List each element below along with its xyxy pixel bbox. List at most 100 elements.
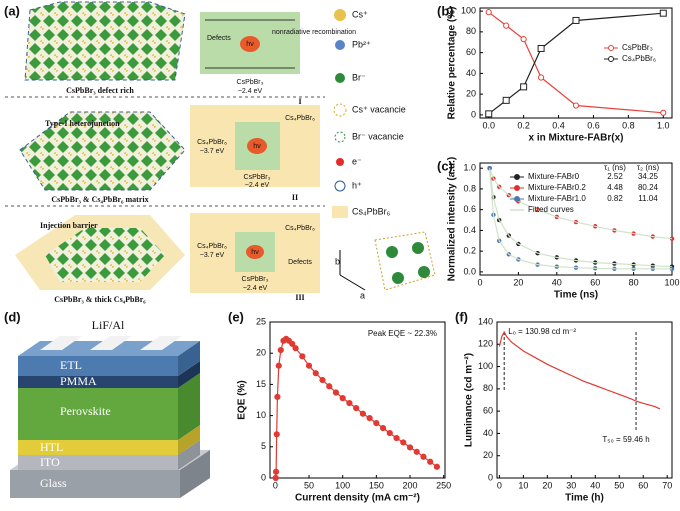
y-tick-label: 20 bbox=[483, 450, 493, 460]
y-tick-label: 0 bbox=[471, 109, 476, 119]
marker bbox=[359, 410, 366, 417]
table-header: τ₁ (ns) bbox=[604, 163, 626, 172]
marker bbox=[406, 444, 414, 451]
legend-swatch bbox=[514, 185, 520, 191]
marker bbox=[312, 370, 319, 377]
structure bbox=[339, 231, 436, 291]
layer-label: HTL bbox=[40, 440, 63, 454]
legend-label: Cs⁺ vacancie bbox=[352, 104, 406, 114]
marker bbox=[305, 362, 313, 369]
y-tick-label: 0 bbox=[488, 472, 493, 482]
axis-label: a bbox=[360, 290, 365, 300]
marker bbox=[487, 165, 492, 171]
layer-label: ITO bbox=[40, 455, 60, 469]
y-tick-label: 0 bbox=[261, 472, 266, 482]
marker bbox=[273, 431, 280, 438]
plot-frame bbox=[479, 7, 673, 119]
table-cell: 4.48 bbox=[607, 183, 623, 192]
caption: CsPbBr₃ defect rich bbox=[66, 86, 134, 95]
marker bbox=[277, 346, 284, 354]
gap-label: ~2.4 eV bbox=[245, 182, 270, 189]
marker bbox=[346, 400, 353, 407]
x-tick-label: 0.6 bbox=[587, 120, 600, 130]
icon bbox=[335, 73, 345, 83]
legend-label: CsPbBr₃ bbox=[622, 43, 653, 52]
panel-label: (a) bbox=[4, 3, 20, 18]
marker bbox=[292, 345, 299, 352]
marker bbox=[319, 376, 326, 384]
panel-label: (e) bbox=[228, 309, 244, 324]
photon: hν bbox=[251, 249, 259, 256]
numeral: II bbox=[292, 193, 298, 202]
x-tick-label: 150 bbox=[369, 480, 384, 490]
marker bbox=[373, 419, 380, 427]
marker bbox=[272, 468, 280, 475]
y-tick-label: 80 bbox=[466, 26, 476, 36]
legend-label: Mixture-FABr0 bbox=[528, 172, 580, 181]
marker bbox=[400, 439, 407, 446]
emission bbox=[240, 36, 260, 52]
shell-gap: ~3.7 eV bbox=[200, 148, 225, 155]
x-tick-label: 100 bbox=[664, 277, 679, 287]
x-tick-label: 60 bbox=[590, 277, 600, 287]
series-line bbox=[488, 11, 664, 114]
y-tick-label: 40 bbox=[466, 68, 476, 78]
crystal-II bbox=[19, 111, 186, 191]
table-cell: 11.04 bbox=[638, 194, 658, 203]
legend-swatch bbox=[608, 56, 614, 62]
y-tick-label: 60 bbox=[466, 47, 476, 57]
x-tick-label: 40 bbox=[590, 480, 600, 490]
gap-label: ~2.4 eV bbox=[243, 285, 268, 292]
x-tick-label: 20 bbox=[542, 480, 552, 490]
x-tick-label: 0 bbox=[497, 480, 502, 490]
legend-label: Br⁻ bbox=[352, 72, 366, 82]
band-label: CsPbBr₃ bbox=[242, 276, 269, 283]
y-tick-label: 140 bbox=[478, 316, 493, 326]
defects: Defects bbox=[207, 35, 231, 42]
table-cell: 80.24 bbox=[638, 183, 659, 192]
x-axis-label: Time (ns) bbox=[554, 290, 598, 301]
fit-curve bbox=[489, 168, 673, 268]
layer-label: PMMA bbox=[60, 374, 97, 388]
defects: Defects bbox=[288, 259, 312, 266]
icon bbox=[334, 131, 346, 143]
x-tick-label: 1.0 bbox=[657, 120, 670, 130]
recombination: nonradiative recombination bbox=[272, 29, 356, 36]
x-tick-label: 0.2 bbox=[517, 120, 530, 130]
y-tick-label: 1.0 bbox=[463, 163, 476, 173]
marker bbox=[420, 453, 427, 460]
x-tick-label: 60 bbox=[638, 480, 648, 490]
marker bbox=[537, 74, 545, 81]
shell-label: Cs₄PbBr₆ bbox=[285, 115, 315, 122]
x-axis-label: x in Mixture-FABr(x) bbox=[528, 133, 623, 144]
emission bbox=[246, 245, 264, 259]
icon bbox=[333, 103, 347, 117]
marker bbox=[326, 383, 333, 390]
x-tick-label: 10 bbox=[518, 480, 528, 490]
y-axis-label: Luminance (cd m⁻²) bbox=[464, 353, 475, 447]
marker bbox=[275, 362, 282, 369]
crystal-I bbox=[24, 1, 186, 81]
x-tick-label: 70 bbox=[662, 480, 672, 490]
marker bbox=[659, 9, 667, 17]
y-tick-label: 25 bbox=[256, 316, 266, 326]
y-tick-label: 80 bbox=[483, 383, 493, 393]
layer-label: LiF/Al bbox=[92, 318, 125, 332]
legend-label: Cs₄PbBr₆ bbox=[622, 54, 656, 63]
y-tick-label: 0.6 bbox=[463, 204, 476, 214]
y-tick-label: 0.4 bbox=[463, 225, 476, 235]
x-tick-label: 0.4 bbox=[552, 120, 565, 130]
legend-label: h⁺ bbox=[352, 180, 362, 190]
barrier: Injection barrier bbox=[40, 221, 98, 230]
y-tick-label: 100 bbox=[461, 5, 476, 15]
plot-frame bbox=[269, 321, 446, 479]
marker bbox=[332, 389, 340, 396]
marker bbox=[520, 83, 528, 91]
y-tick-label: 120 bbox=[478, 339, 493, 349]
marker bbox=[503, 22, 510, 29]
legend-label: Br⁻ vacancie bbox=[352, 131, 404, 141]
x-tick-label: 50 bbox=[304, 480, 314, 490]
caption: CsPbBr₃ & Cs₄PbBr₆ matrix bbox=[51, 195, 148, 204]
marker bbox=[413, 448, 420, 455]
